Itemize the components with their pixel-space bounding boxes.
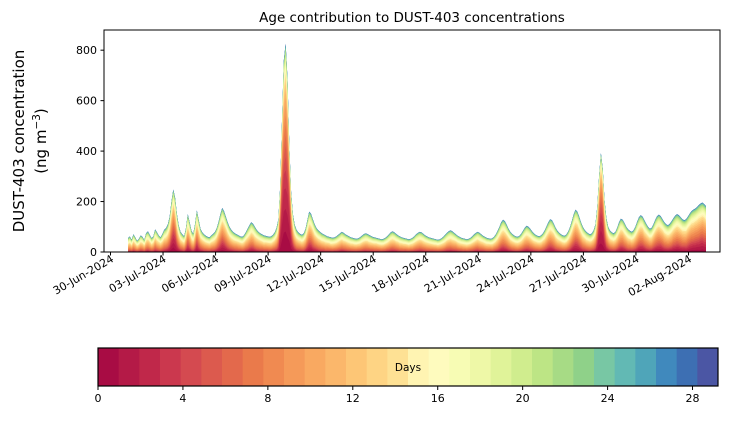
colorbar-band: [242, 348, 264, 386]
colorbar-band: [304, 348, 326, 386]
colorbar-frame: [97, 347, 719, 387]
colorbar-band: [490, 348, 512, 386]
colorbar-tick-label: 28: [686, 392, 700, 405]
colorbar-band: [366, 348, 388, 386]
colorbar-band: [449, 348, 471, 386]
colorbar-tick-label: 4: [179, 392, 186, 405]
colorbar-tick-label: 8: [264, 392, 271, 405]
colorbar-band: [98, 348, 120, 386]
y-axis-label-exponent: −3: [31, 114, 43, 129]
colorbar-band: [676, 348, 698, 386]
colorbar-band: [511, 348, 533, 386]
colorbar-band: [346, 348, 368, 386]
colorbar-tick-label: 20: [516, 392, 530, 405]
colorbar-ticks: 0 4 8 12 16 20 24 28: [95, 386, 700, 405]
colorbar-band: [201, 348, 223, 386]
colorbar-band: [222, 348, 244, 386]
y-tick-label: 800: [76, 44, 97, 57]
chart-title: Age contribution to DUST-403 concentrati…: [259, 10, 565, 26]
colorbar-band: [263, 348, 285, 386]
colorbar-band: [573, 348, 595, 386]
y-axis-label-unit-text: (ng m: [32, 130, 50, 174]
colorbar-band: [614, 348, 636, 386]
colorbar-band: [656, 348, 678, 386]
y-axis-label-line1: DUST-403 concentration: [10, 50, 28, 233]
area-band: [128, 62, 706, 252]
colorbar-band: [284, 348, 306, 386]
colorbar-band: [408, 348, 430, 386]
stacked-area-plot: [128, 43, 706, 252]
colorbar-band: [697, 348, 719, 386]
colorbar-tick-label: 16: [431, 392, 445, 405]
colorbar-band: [532, 348, 554, 386]
area-band: [128, 59, 706, 252]
colorbar-tick-label: 0: [95, 392, 102, 405]
colorbar-band: [139, 348, 161, 386]
y-axis-label-paren: ): [32, 108, 50, 114]
colorbar-band: [118, 348, 140, 386]
y-axis-label-line2: (ng m−3): [31, 108, 50, 174]
colorbar-band: [594, 348, 616, 386]
colorbar-band: [387, 348, 409, 386]
colorbar-band: [180, 348, 202, 386]
colorbar[interactable]: Days 0 4 8 12 16 20 24 28: [95, 347, 719, 405]
colorbar-label: Days: [395, 362, 421, 374]
colorbar-bands: [98, 348, 719, 386]
colorbar-tick-label: 24: [601, 392, 615, 405]
colorbar-band: [552, 348, 574, 386]
colorbar-band: [470, 348, 492, 386]
y-axis-label-group: DUST-403 concentration (ng m−3): [10, 50, 50, 233]
y-tick-label: 400: [76, 145, 97, 158]
colorbar-band: [635, 348, 657, 386]
y-tick-label: 200: [76, 195, 97, 208]
y-tick-label: 0: [90, 246, 97, 259]
y-tick-label: 600: [76, 94, 97, 107]
colorbar-band: [160, 348, 182, 386]
colorbar-tick-label: 12: [346, 392, 360, 405]
plot-frame: [103, 29, 721, 253]
y-axis-ticks: 0 200 400 600 800: [76, 44, 104, 259]
colorbar-band: [325, 348, 347, 386]
colorbar-band: [428, 348, 450, 386]
